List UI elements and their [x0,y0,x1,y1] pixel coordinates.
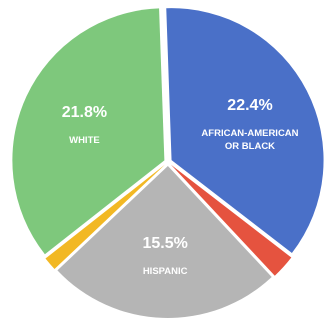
pie-slice-african-american-or-black [166,8,324,254]
slice-category-label: WHITE [69,135,100,146]
pie-slice-hispanic [57,165,272,318]
pie-slice-white [12,8,165,255]
slice-category-label: AFRICAN-AMERICAN [201,128,298,139]
slice-value-label: 22.4% [227,97,272,114]
slice-value-label: 21.8% [62,104,107,121]
pie-slice-unlabeled-1 [170,164,292,276]
slice-category-label: HISPANIC [143,266,188,277]
slice-category-label: OR BLACK [225,141,275,152]
slice-value-label: 15.5% [142,235,187,252]
pie-slice-unlabeled-3 [45,164,165,270]
